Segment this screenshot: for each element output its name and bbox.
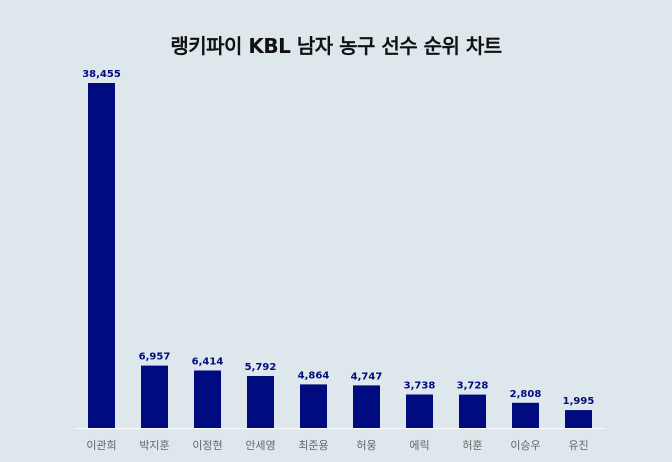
category-label-1: 박지훈 [139, 439, 169, 452]
bar-9 [565, 410, 592, 428]
category-label-9: 유진 [568, 439, 588, 452]
category-label-4: 최준용 [298, 439, 328, 452]
bar-1 [141, 365, 168, 428]
chart-title: 랭키파이 KBL 남자 농구 선수 순위 차트 [170, 34, 502, 58]
category-label-0: 이관희 [86, 439, 116, 452]
bar-value-label-0: 38,455 [82, 69, 121, 80]
bar-8 [512, 402, 539, 428]
bar-value-label-2: 6,414 [192, 357, 224, 368]
category-label-8: 이승우 [510, 439, 540, 452]
bar-7 [459, 394, 486, 428]
bar-0 [88, 83, 115, 428]
bar-value-label-1: 6,957 [139, 352, 171, 363]
bar-6 [406, 394, 433, 428]
bar-value-label-7: 3,728 [457, 381, 489, 392]
bar-2 [194, 370, 221, 428]
category-label-6: 에릭 [409, 439, 429, 452]
category-label-7: 허훈 [462, 439, 482, 452]
bar-value-label-6: 3,738 [404, 381, 436, 392]
bar-5 [353, 385, 380, 428]
bar-3 [247, 376, 274, 428]
category-label-2: 이정현 [192, 439, 222, 452]
bar-4 [300, 384, 327, 428]
bar-value-label-8: 2,808 [510, 389, 542, 400]
bar-value-label-9: 1,995 [563, 396, 595, 407]
bar-value-label-3: 5,792 [245, 362, 277, 373]
bar-value-label-4: 4,864 [298, 370, 330, 381]
category-label-5: 허웅 [356, 439, 376, 452]
bar-value-label-5: 4,747 [351, 371, 383, 382]
category-label-3: 안세영 [245, 439, 275, 452]
